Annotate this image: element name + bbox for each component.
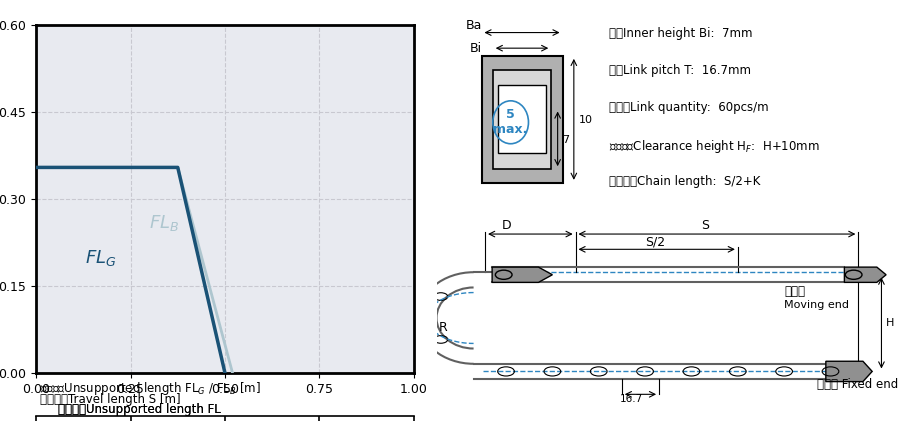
Polygon shape — [826, 361, 872, 382]
Text: $FL_B$: $FL_B$ — [149, 213, 180, 233]
Text: 安装高度Clearance height H$_F$:  H+10mm: 安装高度Clearance height H$_F$: H+10mm — [609, 138, 820, 155]
Text: 16.7: 16.7 — [619, 394, 643, 404]
Text: Bi: Bi — [470, 42, 482, 55]
Text: $FL_G$: $FL_G$ — [86, 248, 117, 268]
Polygon shape — [492, 267, 553, 282]
Text: 架空长度Unsupported length FL: 架空长度Unsupported length FL — [58, 403, 221, 416]
Text: Moving end: Moving end — [784, 300, 849, 310]
Text: S/2: S/2 — [645, 235, 665, 248]
Text: 5
max.: 5 max. — [493, 108, 527, 136]
Bar — [493, 70, 551, 169]
Polygon shape — [844, 267, 886, 282]
Text: Ba: Ba — [465, 19, 482, 32]
Text: 拖链长度Chain length:  S/2+K: 拖链长度Chain length: S/2+K — [609, 175, 760, 188]
Text: R: R — [439, 321, 447, 334]
Text: 行程长度Travel length S [m]: 行程长度Travel length S [m] — [40, 393, 181, 406]
Bar — [498, 85, 546, 153]
Text: 架空长度Unsupported length FL: 架空长度Unsupported length FL — [58, 403, 221, 416]
Bar — [482, 56, 562, 183]
Text: 10: 10 — [579, 115, 593, 126]
Text: 链节数Link quantity:  60pcs/m: 链节数Link quantity: 60pcs/m — [609, 101, 769, 114]
Text: H: H — [886, 318, 895, 328]
Text: S: S — [701, 219, 708, 232]
Text: 节距Link pitch T:  16.7mm: 节距Link pitch T: 16.7mm — [609, 64, 751, 77]
Text: 移动端: 移动端 — [784, 285, 806, 298]
Text: 固定端 Fixed end: 固定端 Fixed end — [816, 378, 898, 391]
Text: 内高Inner height Bi:  7mm: 内高Inner height Bi: 7mm — [609, 27, 752, 40]
Text: D: D — [501, 219, 511, 232]
Text: 7: 7 — [562, 135, 570, 145]
Text: 架空长度Unsupported length FL$_G$ / FL$_B$ [m]: 架空长度Unsupported length FL$_G$ / FL$_B$ [… — [40, 380, 261, 397]
